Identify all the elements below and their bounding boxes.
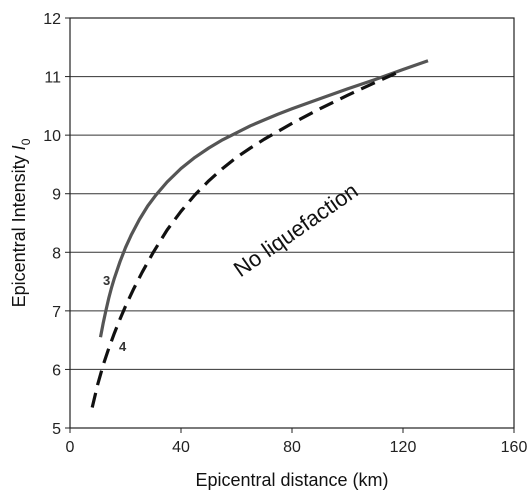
y-tick-label: 10	[43, 128, 61, 145]
x-tick-label: 120	[390, 439, 417, 456]
x-tick-label: 160	[501, 439, 528, 456]
axis-ticks	[65, 17, 515, 433]
y-tick-label: 7	[52, 304, 61, 321]
x-tick-labels: 0 40 80 120 160	[66, 439, 528, 456]
series-line-4	[90, 71, 399, 408]
x-tick-label: 0	[66, 439, 75, 456]
series-lines	[90, 59, 429, 408]
y-tick-label: 6	[52, 362, 61, 379]
curve-label-3: 3	[103, 273, 110, 288]
plot-frame	[69, 17, 515, 429]
y-axis-title: Epicentral Intensity I0	[9, 138, 33, 307]
gridlines	[70, 76, 514, 370]
y-tick-label: 8	[52, 245, 61, 262]
curve-label-4: 4	[119, 339, 127, 354]
y-tick-labels: 5 6 7 8 9 10 11 12	[43, 11, 61, 438]
series-line-3	[98, 59, 429, 338]
y-tick-label: 5	[52, 421, 61, 438]
y-tick-label: 11	[44, 70, 61, 87]
y-tick-label: 9	[52, 187, 61, 204]
y-tick-label: 12	[43, 11, 61, 28]
x-tick-label: 40	[172, 439, 190, 456]
x-tick-label: 80	[283, 439, 301, 456]
x-axis-title: Epicentral distance (km)	[195, 470, 388, 490]
